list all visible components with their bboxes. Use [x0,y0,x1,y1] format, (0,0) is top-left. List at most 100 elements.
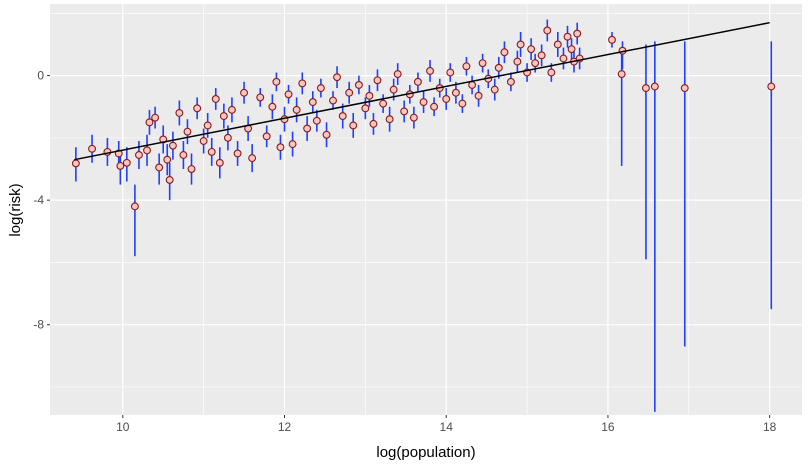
y-tick-label: 0 [37,69,44,83]
data-point [354,81,363,89]
data-point [151,113,160,122]
data-point [193,104,202,113]
data-point [500,48,509,57]
data-point [365,91,374,100]
data-point [547,68,556,77]
data-point [409,113,418,122]
data-point [211,95,220,103]
data-point [333,73,342,82]
data-point [116,161,125,170]
data-point [262,132,271,141]
x-tick-label: 10 [116,420,130,434]
data-point [442,95,451,103]
data-point [345,88,354,97]
data-point [446,68,455,77]
data-point [419,98,428,107]
data-point [474,91,483,100]
data-point [168,141,177,150]
x-tick-label: 18 [763,420,777,434]
data-point [122,158,131,167]
data-point [650,82,659,91]
data-point [256,93,265,102]
data-point [413,77,422,86]
data-point [379,99,388,108]
data-point [143,146,151,155]
data-point [563,32,572,41]
y-axis-title: log(risk) [7,183,24,236]
data-point [163,155,172,164]
data-point [219,112,228,121]
y-axis-ticks: 0 -4 -8 [33,69,50,332]
data-point [187,165,196,173]
data-point [338,112,347,121]
trend-line [74,21,770,161]
y-tick-label: -4 [33,193,44,207]
data-point [199,137,208,145]
data-point [451,88,460,97]
data-point [349,121,358,130]
data-point [88,144,96,153]
data-point [227,105,236,114]
data-point [240,88,249,97]
data-point [155,163,164,172]
data-point [316,84,325,93]
data-point [207,147,216,156]
data-point [516,40,525,49]
x-tick-label: 12 [278,420,292,434]
data-point [272,77,281,86]
data-point [312,116,321,125]
data-point [203,121,212,130]
data-point [490,85,499,94]
data-point [393,70,402,79]
data-point [175,109,184,117]
data-point [426,66,434,75]
data-point [288,140,297,149]
y-tick-label: -8 [33,318,44,332]
x-axis-ticks: 10 12 14 16 18 [116,415,777,434]
data-point [553,40,562,49]
x-axis-title: log(population) [376,444,475,461]
data-point [573,29,582,38]
data-point [215,158,224,167]
data-point [767,82,776,91]
data-point [303,124,312,133]
data-point [329,96,337,105]
data-point [513,57,522,66]
data-point [458,99,467,108]
data-point [369,119,378,128]
data-point [130,202,139,211]
data-point [165,175,174,184]
data-point [179,151,188,159]
data-point [567,45,576,54]
data-point [71,159,80,168]
data-point [284,90,293,99]
data-points [71,26,776,211]
data-point [400,107,409,116]
x-tick-label: 14 [440,420,454,434]
data-point [145,118,154,127]
data-point [134,151,143,159]
data-point [608,35,616,44]
data-point [322,130,331,139]
data-point [223,133,232,142]
data-point [531,59,540,68]
data-point [462,62,471,71]
data-point [268,102,277,111]
data-point [308,98,317,107]
data-point [494,63,503,72]
data-point [543,26,552,35]
data-point [385,115,394,124]
data-point [183,127,192,136]
data-point [389,85,398,94]
data-point [430,102,439,111]
data-point [233,149,242,158]
data-point [373,76,382,85]
data-point [276,143,285,152]
data-point [361,104,370,113]
plot-panel [50,4,802,415]
x-tick-label: 16 [601,420,615,434]
data-point [506,77,515,86]
data-point [559,54,568,63]
data-point [527,45,536,54]
major-gridlines [50,4,802,415]
